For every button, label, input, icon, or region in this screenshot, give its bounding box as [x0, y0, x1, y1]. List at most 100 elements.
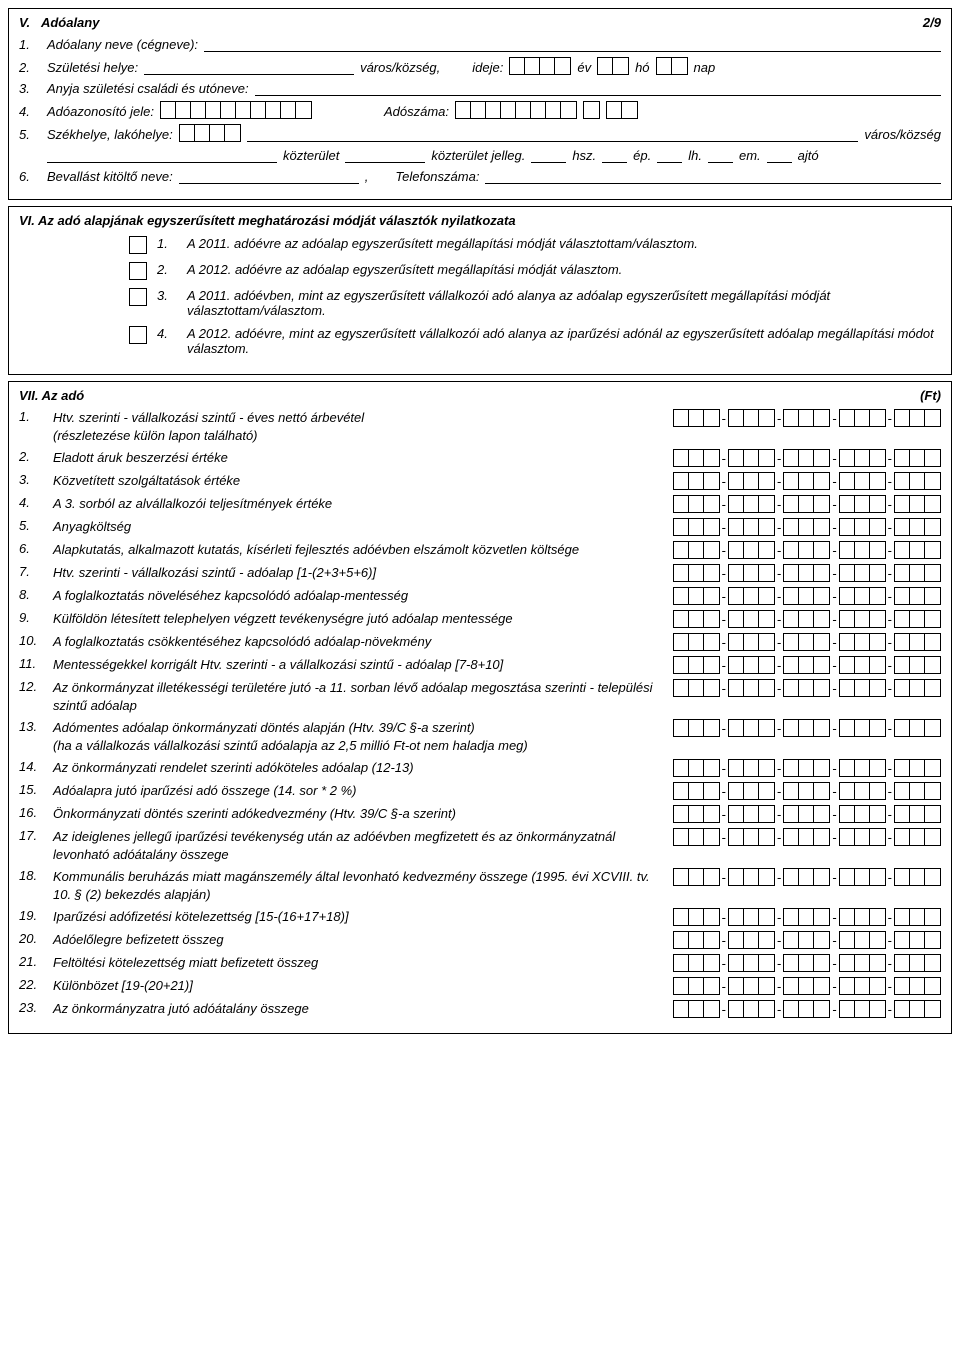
row-num: 4.	[19, 495, 47, 510]
row-num: 7.	[19, 564, 47, 579]
mother-name-input[interactable]	[255, 80, 941, 96]
hsz-input[interactable]	[531, 147, 566, 163]
kozj-input[interactable]	[345, 147, 425, 163]
zip-boxes[interactable]	[179, 124, 241, 142]
taxnum-label: Adószáma:	[384, 104, 449, 119]
birth-place-input[interactable]	[144, 59, 354, 75]
row-desc: A foglalkoztatás csökkentéséhez kapcsoló…	[53, 633, 667, 651]
amount-input[interactable]: ----	[673, 518, 941, 536]
amount-input[interactable]: ----	[673, 759, 941, 777]
row-taxid: 4. Adóazonosító jele: Adószáma:	[19, 101, 941, 119]
row-label: Adóalany neve (cégneve):	[47, 37, 198, 52]
time-label: ideje:	[472, 60, 503, 75]
row-num: 4.	[19, 104, 41, 119]
lh-label: lh.	[688, 148, 702, 163]
year-label: év	[577, 60, 591, 75]
amount-input[interactable]: ----	[673, 828, 941, 846]
row-num: 14.	[19, 759, 47, 774]
amount-input[interactable]: ----	[673, 541, 941, 559]
lh-input[interactable]	[657, 147, 682, 163]
ep-input[interactable]	[602, 147, 627, 163]
amount-input[interactable]: ----	[673, 472, 941, 490]
tax-row: 12.Az önkormányzat illetékességi terület…	[19, 679, 941, 714]
row-num: 12.	[19, 679, 47, 694]
city-input[interactable]	[247, 126, 859, 142]
row-desc: Közvetített szolgáltatások értéke	[53, 472, 667, 490]
amount-input[interactable]: ----	[673, 719, 941, 737]
row-desc: Az önkormányzatra jutó adóátalány összeg…	[53, 1000, 667, 1018]
amount-input[interactable]: ----	[673, 495, 941, 513]
row-desc: Különbözet [19-(20+21)]	[53, 977, 667, 995]
day-boxes[interactable]	[656, 57, 688, 75]
amount-input[interactable]: ----	[673, 409, 941, 427]
row-num: 15.	[19, 782, 47, 797]
checkbox[interactable]	[129, 326, 147, 344]
section-vii: VII. Az adó (Ft) 1.Htv. szerinti - válla…	[8, 381, 952, 1034]
day-label: nap	[694, 60, 716, 75]
declaration-item: 1.A 2011. adóévre az adóalap egyszerűsít…	[129, 236, 941, 254]
amount-input[interactable]: ----	[673, 977, 941, 995]
row-num: 3.	[19, 472, 47, 487]
tax-row: 9.Külföldön létesített telephelyen végze…	[19, 610, 941, 628]
amount-input[interactable]: ----	[673, 1000, 941, 1018]
checkbox[interactable]	[129, 288, 147, 306]
street-input[interactable]	[47, 147, 277, 163]
section-v: V. Adóalany 2/9 1. Adóalany neve (cégnev…	[8, 8, 952, 200]
filler-name-input[interactable]	[179, 168, 359, 184]
tel-input[interactable]	[485, 168, 941, 184]
amount-input[interactable]: ----	[673, 656, 941, 674]
amount-input[interactable]: ----	[673, 633, 941, 651]
year-boxes[interactable]	[509, 57, 571, 75]
checkbox[interactable]	[129, 262, 147, 280]
declaration-item: 2.A 2012. adóévre az adóalap egyszerűsít…	[129, 262, 941, 280]
tax-row: 5.Anyagköltség----	[19, 518, 941, 536]
amount-input[interactable]: ----	[673, 587, 941, 605]
checkbox[interactable]	[129, 236, 147, 254]
row-desc: Htv. szerinti - vállalkozási szintű - ad…	[53, 564, 667, 582]
amount-input[interactable]: ----	[673, 610, 941, 628]
comma: ,	[365, 169, 369, 184]
taxnum-boxes-2[interactable]	[583, 101, 600, 119]
amount-input[interactable]: ----	[673, 908, 941, 926]
amount-input[interactable]: ----	[673, 679, 941, 697]
city-label: város/község,	[360, 60, 440, 75]
row-sub: (ha a vállalkozás vállalkozási szintű ad…	[53, 738, 528, 753]
tax-row: 2.Eladott áruk beszerzési értéke----	[19, 449, 941, 467]
amount-input[interactable]: ----	[673, 931, 941, 949]
em-input[interactable]	[708, 147, 733, 163]
row-desc: Az önkormányzati rendelet szerinti adókö…	[53, 759, 667, 777]
row-num: 16.	[19, 805, 47, 820]
ajto-label: ajtó	[798, 148, 819, 163]
row-name: 1. Adóalany neve (cégneve):	[19, 36, 941, 52]
tax-row: 1.Htv. szerinti - vállalkozási szintű - …	[19, 409, 941, 444]
row-num: 20.	[19, 931, 47, 946]
row-sub: (részletezése külön lapon található)	[53, 428, 258, 443]
taxnum-boxes-1[interactable]	[455, 101, 577, 119]
item-text: A 2012. adóévre az adóalap egyszerűsítet…	[187, 262, 941, 277]
taxid-boxes[interactable]	[160, 101, 312, 119]
tax-row: 17.Az ideiglenes jellegű iparűzési tevék…	[19, 828, 941, 863]
tax-row: 19. Iparűzési adófizetési kötelezettség […	[19, 908, 941, 926]
amount-input[interactable]: ----	[673, 868, 941, 886]
row-num: 19.	[19, 908, 47, 923]
row-desc: A 3. sorból az alvállalkozói teljesítmén…	[53, 495, 667, 513]
tax-row: 11.Mentességekkel korrigált Htv. szerint…	[19, 656, 941, 674]
amount-input[interactable]: ----	[673, 782, 941, 800]
section-vii-header: VII. Az adó (Ft)	[19, 388, 941, 403]
amount-input[interactable]: ----	[673, 449, 941, 467]
row-desc: Iparűzési adófizetési kötelezettség [15-…	[53, 908, 667, 926]
amount-input[interactable]: ----	[673, 954, 941, 972]
tax-row: 21.Feltöltési kötelezettség miatt befize…	[19, 954, 941, 972]
month-boxes[interactable]	[597, 57, 629, 75]
section-v-title: Adóalany	[41, 15, 100, 30]
row-desc: Az ideiglenes jellegű iparűzési tevékeny…	[53, 828, 667, 863]
amount-input[interactable]: ----	[673, 805, 941, 823]
row-num: 9.	[19, 610, 47, 625]
taxnum-boxes-3[interactable]	[606, 101, 638, 119]
amount-input[interactable]: ----	[673, 564, 941, 582]
row-label: Anyja születési családi és utóneve:	[47, 81, 249, 96]
name-input[interactable]	[204, 36, 941, 52]
row-label: Bevallást kitöltő neve:	[47, 169, 173, 184]
ajto-input[interactable]	[767, 147, 792, 163]
row-label: Székhelye, lakóhelye:	[47, 127, 173, 142]
